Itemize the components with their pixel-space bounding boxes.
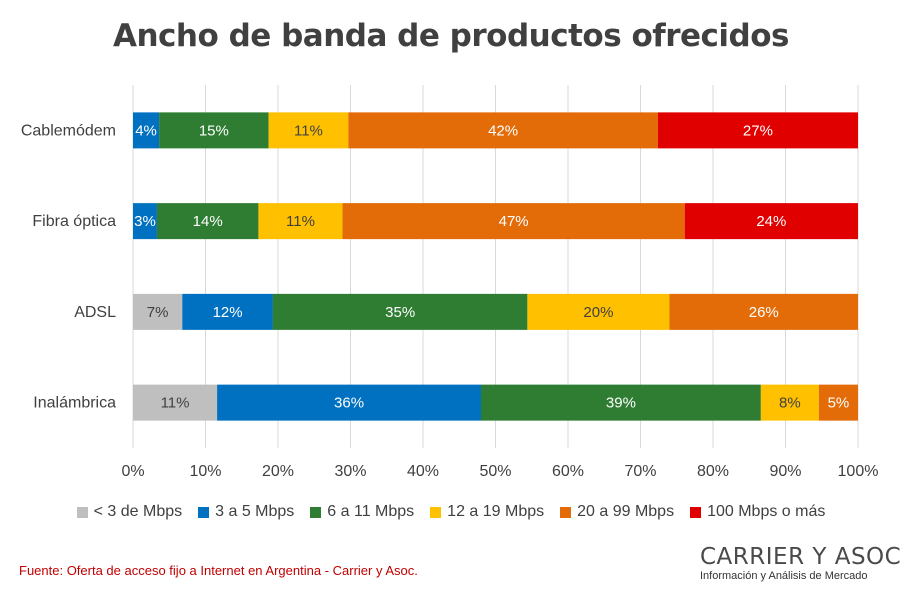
x-tick-label: 10%: [189, 463, 221, 480]
category-label: Fibra óptica: [32, 213, 116, 230]
x-tick-label: 20%: [262, 463, 294, 480]
bar-segment: [133, 293, 183, 330]
chart-title: Ancho de banda de productos ofrecidos: [112, 18, 790, 54]
x-tick-label: 100%: [838, 463, 879, 480]
category-label: Cablemódem: [21, 122, 116, 139]
data-label: 7%: [147, 304, 169, 321]
bar-segment: [657, 112, 858, 149]
bar-segment: [182, 293, 273, 330]
data-label: 35%: [385, 304, 415, 321]
x-tick-label: 70%: [624, 463, 656, 480]
data-label: 47%: [499, 213, 529, 230]
legend-label: 6 a 11 Mbps: [327, 503, 415, 520]
data-label: 11%: [161, 395, 190, 412]
legend-label: < 3 de Mbps: [93, 503, 183, 520]
bar-segment: [133, 112, 160, 149]
legend-swatch: [76, 506, 88, 518]
category-label: ADSL: [74, 304, 116, 321]
data-label: 15%: [199, 122, 229, 139]
bar-segment: [156, 203, 259, 240]
bar-segment: [348, 112, 658, 149]
legend-swatch: [198, 506, 210, 518]
legend-label: 100 Mbps o más: [707, 503, 826, 520]
legend-item: < 3 de Mbps: [76, 503, 183, 521]
logo-tagline: Información y Análisis de Mercado: [700, 570, 868, 582]
data-label: 8%: [779, 395, 801, 412]
bar-segment: [760, 384, 819, 421]
legend-item: 100 Mbps o más: [690, 503, 825, 521]
bar-segment: [684, 203, 858, 240]
x-tick-label: 90%: [769, 463, 801, 480]
x-tick-label: 0%: [121, 463, 144, 480]
legend-item: 3 a 5 Mbps: [198, 503, 294, 521]
bar-segment: [133, 384, 218, 421]
legend-swatch: [690, 506, 702, 518]
legend-label: 3 a 5 Mbps: [215, 503, 295, 520]
x-tick-label: 40%: [407, 463, 439, 480]
company-logo: CARRIER Y ASOC. Información y Análisis d…: [700, 544, 902, 583]
data-label: 3%: [134, 213, 156, 230]
x-tick-label: 80%: [697, 463, 729, 480]
data-label: 36%: [334, 395, 364, 412]
x-tick-label: 50%: [479, 463, 511, 480]
data-label: 11%: [294, 122, 323, 139]
data-label: 20%: [583, 304, 613, 321]
x-tick-label: 60%: [552, 463, 584, 480]
legend-item: 12 a 19 Mbps: [430, 503, 544, 521]
legend-swatch: [560, 506, 572, 518]
bar-segment: [159, 112, 269, 149]
bar-segment: [669, 293, 858, 330]
bar-segment: [481, 384, 761, 421]
data-label: 12%: [213, 304, 243, 321]
data-label: 24%: [756, 213, 786, 230]
legend-swatch: [430, 506, 442, 518]
bar-segment: [133, 203, 157, 240]
bar-segment: [217, 384, 481, 421]
stacked-bar-chart: 0% 10% 20% 30% 40% 50% 60% 70% 80% 90% 100% Cablemó…: [21, 85, 879, 480]
data-label: 14%: [193, 213, 223, 230]
data-label: 4%: [135, 122, 157, 139]
data-label: 27%: [743, 122, 773, 139]
legend-label: 20 a 99 Mbps: [577, 503, 675, 520]
bar-segment: [268, 112, 349, 149]
legend-item: 6 a 11 Mbps: [310, 503, 414, 521]
data-label: 5%: [828, 395, 850, 412]
bar-segment: [258, 203, 343, 240]
data-label: 39%: [606, 395, 636, 412]
legend: < 3 de Mbps 3 a 5 Mbps 6 a 11 Mbps 12 a 19 …: [0, 503, 902, 521]
legend-label: 12 a 19 Mbps: [447, 503, 545, 520]
bar-segment: [818, 384, 858, 421]
data-label: 11%: [286, 213, 315, 230]
x-tick-label: 30%: [334, 463, 366, 480]
legend-item: 20 a 99 Mbps: [560, 503, 674, 521]
data-label: 26%: [749, 304, 779, 321]
bar-segment: [272, 293, 528, 330]
source-note: Fuente: Oferta de acceso fijo a Internet…: [19, 563, 418, 578]
bar-segment: [527, 293, 670, 330]
logo-name: CARRIER Y ASOC.: [700, 544, 902, 570]
data-label: 42%: [488, 122, 518, 139]
legend-swatch: [310, 506, 322, 518]
bar-segment: [342, 203, 685, 240]
category-label: Inalámbrica: [33, 395, 116, 412]
